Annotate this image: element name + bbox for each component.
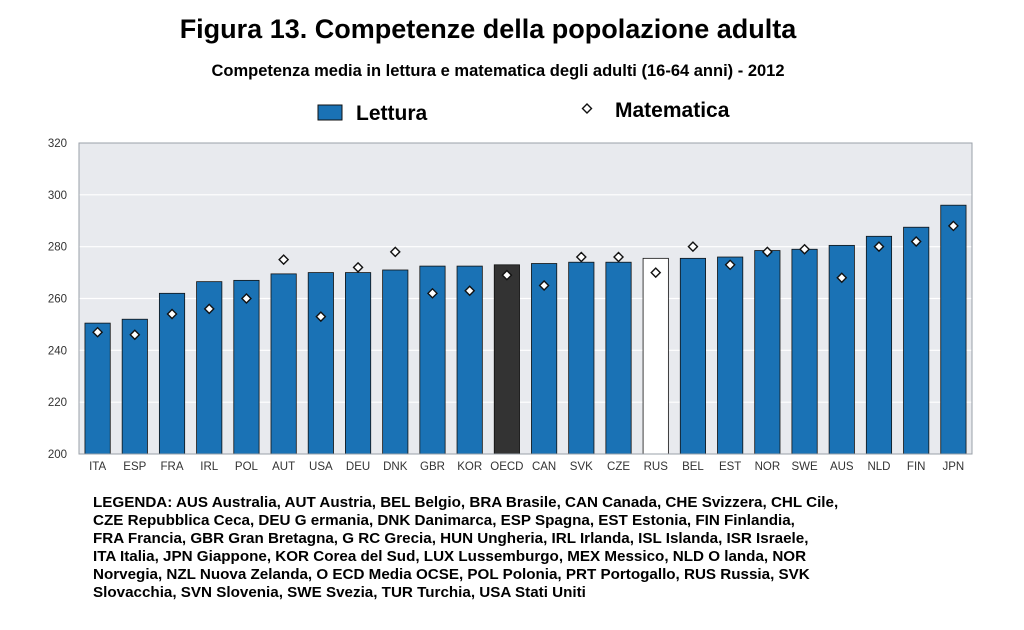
point-fra	[166, 308, 178, 320]
point-irl	[203, 303, 215, 315]
point-aut	[278, 254, 290, 266]
bar-svk	[568, 261, 595, 455]
legend-note-line: CZE Repubblica Ceca, DEU G ermania, DNK …	[93, 512, 795, 529]
bar-aut	[270, 273, 297, 455]
x-tick-label: RUS	[644, 461, 669, 473]
legend-note: LEGENDA: AUS Australia, AUT Austria, BEL…	[93, 494, 973, 602]
y-tick-label: 220	[48, 397, 67, 409]
bar-pol	[233, 279, 260, 455]
point-jpn	[947, 220, 959, 232]
point-svk	[575, 251, 587, 263]
point-fin	[910, 235, 922, 247]
point-bel	[687, 241, 699, 253]
point-nor	[761, 246, 773, 258]
bar-chart: Lettura Matematica 200 220 240 260 280 300 320…	[48, 99, 973, 473]
x-tick-label: CZE	[607, 461, 630, 473]
x-tick-label: FIN	[907, 461, 926, 473]
plot-area: 200 220 240 260 280 300 320 ITA ESP FRA IRL POL AUT U…	[48, 138, 973, 473]
x-tick-label: SVK	[570, 461, 593, 473]
point-can	[538, 280, 550, 292]
bar-esp	[121, 318, 148, 455]
point-est	[724, 259, 736, 271]
y-tick-label: 240	[48, 345, 67, 357]
x-tick-label: EST	[719, 461, 741, 473]
chart-title: Figura 13. Competenze della popolazione …	[179, 14, 797, 44]
x-tick-label: NLD	[867, 461, 890, 473]
x-tick-label: POL	[235, 461, 259, 473]
legend-note-line: Norvegia, NZL Nuova Zelanda, O ECD Media…	[93, 566, 810, 583]
y-tick-label: 300	[48, 190, 67, 202]
x-tick-label: ITA	[89, 461, 106, 473]
bar-cze	[605, 261, 632, 455]
x-tick-label: DNK	[383, 461, 408, 473]
legend-marker-matematica	[581, 103, 593, 114]
legend-swatch-lettura	[317, 104, 343, 121]
y-tick-label: 320	[48, 138, 67, 150]
plot-frame	[78, 142, 973, 455]
point-cze	[613, 251, 625, 263]
point-rus	[650, 267, 662, 279]
bar-kor	[456, 265, 483, 455]
x-tick-label: AUT	[272, 461, 295, 473]
legend-label-lettura: Lettura	[356, 102, 427, 125]
bar-deu	[345, 272, 372, 455]
x-tick-label: DEU	[346, 461, 370, 473]
legend-note-line: FRA Francia, GBR Gran Bretagna, G RC Gre…	[93, 530, 809, 547]
x-tick-label: KOR	[457, 461, 482, 473]
bar-fra	[158, 292, 186, 455]
point-pol	[240, 293, 252, 304]
bar-can	[531, 263, 558, 455]
x-tick-label: IRL	[200, 461, 219, 473]
point-gbr	[426, 287, 438, 299]
x-tick-label: CAN	[532, 461, 556, 473]
point-nld	[873, 241, 885, 253]
bar-bel	[679, 257, 706, 455]
bar-ita	[84, 322, 111, 455]
y-tick-label: 260	[48, 294, 67, 306]
bar-oecd	[493, 264, 520, 455]
bar-nld	[865, 235, 893, 455]
x-tick-label: USA	[309, 461, 333, 473]
legend-note-line: Slovacchia, SVN Slovenia, SWE Svezia, TU…	[93, 584, 586, 601]
point-ita	[92, 326, 104, 338]
point-aus	[836, 272, 848, 284]
point-dnk	[389, 246, 401, 258]
point-usa	[315, 311, 327, 323]
bar-dnk	[382, 269, 409, 455]
x-tick-label: OECD	[490, 461, 523, 473]
bar-est	[717, 256, 744, 455]
bar-nor	[754, 250, 781, 455]
point-swe	[799, 243, 811, 255]
y-tick-label: 200	[48, 449, 67, 461]
x-tick-label: SWE	[791, 461, 818, 473]
x-tick-label: NOR	[755, 461, 781, 473]
x-tick-label: AUS	[830, 461, 854, 473]
point-kor	[464, 285, 476, 297]
legend-note-line: ITA Italia, JPN Giappone, KOR Corea del …	[93, 548, 807, 565]
chart-subtitle: Competenza media in lettura e matematica…	[211, 62, 785, 80]
x-tick-label: BEL	[682, 461, 704, 473]
legend-label-matematica: Matematica	[615, 99, 730, 122]
bar-swe	[791, 248, 818, 455]
x-tick-label: JPN	[943, 461, 965, 473]
legend: Lettura Matematica	[317, 99, 730, 125]
x-tick-label: ESP	[123, 461, 146, 473]
y-tick-label: 280	[48, 242, 67, 254]
x-tick-label: GBR	[420, 461, 445, 473]
point-deu	[352, 261, 364, 273]
x-tick-label: FRA	[161, 461, 184, 473]
bar-fin	[903, 226, 930, 455]
bar-rus	[642, 257, 669, 455]
point-esp	[129, 329, 141, 341]
point-oecd	[501, 269, 513, 281]
bar-usa	[307, 272, 334, 455]
bar-jpn	[940, 204, 967, 455]
legend-note-line: LEGENDA: AUS Australia, AUT Austria, BEL…	[93, 494, 839, 511]
